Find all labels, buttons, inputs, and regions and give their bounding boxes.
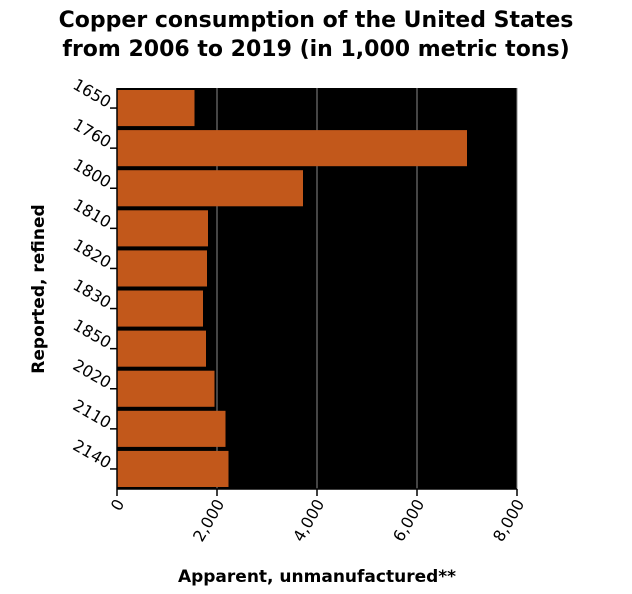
x-axis-label: Apparent, unmanufactured**	[178, 567, 456, 587]
y-axis-label: Reported, refined	[29, 204, 49, 373]
y-tick-label: 1810	[70, 195, 115, 232]
bar	[117, 130, 467, 167]
x-tick-label: 8,000	[489, 496, 528, 545]
bars	[117, 90, 467, 487]
y-tick-label: 2110	[70, 396, 115, 433]
chart-title-line-2: from 2006 to 2019 (in 1,000 metric tons)	[62, 37, 570, 62]
chart-title-line-1: Copper consumption of the United States	[58, 8, 574, 33]
axes	[110, 88, 518, 496]
bar	[117, 330, 206, 367]
bar	[117, 250, 207, 287]
y-tick-label: 1850	[70, 315, 115, 352]
y-tick-label: 1650	[70, 75, 115, 112]
x-tick-label: 4,000	[289, 496, 328, 545]
y-tick-label: 1820	[70, 235, 115, 272]
x-tick-label: 6,000	[389, 496, 428, 545]
x-tick-labels: 0 2,000 4,000 6,000 8,000	[107, 496, 529, 545]
y-tick-label: 1760	[70, 115, 115, 152]
y-tick-label: 1800	[70, 155, 115, 192]
x-tick-label: 2,000	[189, 496, 228, 545]
bar	[117, 290, 203, 327]
y-tick-label: 1830	[70, 275, 115, 312]
bar	[117, 210, 208, 247]
bar	[117, 370, 215, 407]
bar	[117, 90, 195, 127]
y-tick-label: 2020	[70, 355, 115, 392]
bar	[117, 410, 226, 447]
x-tick-label: 0	[107, 496, 129, 514]
bar	[117, 450, 229, 487]
y-tick-label: 2140	[70, 436, 115, 473]
bar	[117, 170, 303, 207]
chart-title: Copper consumption of the United States …	[0, 6, 632, 64]
